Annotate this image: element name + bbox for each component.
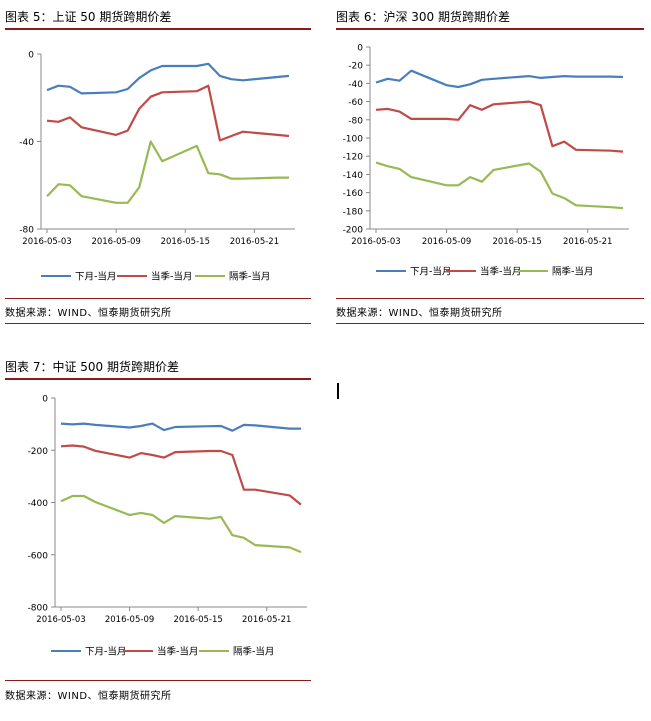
series-line-1 — [60, 422, 301, 432]
legend-label-2: 当季-当月 — [151, 271, 192, 283]
legend-label-2: 当季-当月 — [157, 646, 198, 658]
series-line-2 — [46, 84, 290, 142]
y-tick-label: -400 — [28, 499, 49, 509]
y-tick-label: -80 — [19, 226, 34, 236]
chart-title: 图表 6：沪深 300 期货跨期价差 — [336, 10, 510, 24]
series-line-2 — [60, 444, 302, 506]
y-tick-label: -800 — [28, 604, 49, 614]
legend-label-3: 隔季-当月 — [229, 271, 270, 283]
y-tick-label: -100 — [343, 135, 364, 145]
chart-panel-zz500: 图表 7：中证 500 期货跨期价差 0 -200 -400 -600 -800 2016… — [5, 358, 311, 714]
y-tick-label: -80 — [348, 116, 363, 126]
chart-title: 图表 5：上证 50 期货跨期价差 — [5, 10, 172, 24]
x-tick-label: 2016-05-09 — [105, 615, 154, 625]
x-tick-label: 2016-05-09 — [422, 237, 471, 247]
x-tick-label: 2016-05-21 — [230, 237, 279, 247]
legend-label-2: 当季-当月 — [480, 266, 521, 278]
x-tick-label: 2016-05-15 — [161, 237, 210, 247]
x-tick-label: 2016-05-09 — [91, 237, 140, 247]
x-tick-label: 2016-05-21 — [242, 615, 291, 625]
legend-label-1: 下月-当月 — [85, 646, 126, 658]
series-line-3 — [375, 161, 624, 210]
x-tick-label: 2016-05-15 — [492, 237, 541, 247]
x-tick-label: 2016-05-21 — [563, 237, 612, 247]
y-tick-label: -600 — [28, 551, 49, 561]
y-tick-label: -140 — [343, 171, 364, 181]
y-tick-label: 0 — [357, 44, 363, 54]
chart-svg-hs300: 0-20-40-60-80-100-120-140-160-180-200201… — [343, 44, 629, 278]
source-note: 数据来源：WIND、恒泰期货研究所 — [5, 691, 172, 702]
y-tick-label: -20 — [348, 62, 363, 72]
source-divider — [336, 298, 644, 299]
source-divider — [5, 298, 311, 299]
source-note: 数据来源：WIND、恒泰期货研究所 — [5, 308, 172, 319]
bottom-divider — [336, 323, 644, 324]
x-tick-label: 2016-05-03 — [36, 615, 85, 625]
y-tick-label: -200 — [343, 226, 364, 236]
text-cursor — [337, 383, 339, 399]
title-divider — [5, 28, 311, 30]
chart-title: 图表 7：中证 500 期货跨期价差 — [5, 360, 179, 374]
y-tick-label: -40 — [19, 138, 34, 148]
series-line-2 — [375, 100, 624, 153]
source-note: 数据来源：WIND、恒泰期货研究所 — [336, 308, 503, 319]
legend-label-3: 隔季-当月 — [552, 266, 593, 278]
x-tick-label: 2016-05-03 — [22, 237, 71, 247]
x-tick-label: 2016-05-15 — [173, 615, 222, 625]
y-tick-label: -40 — [348, 80, 363, 90]
y-tick-label: -180 — [343, 207, 364, 217]
title-divider — [336, 28, 644, 30]
y-tick-label: -160 — [343, 189, 364, 199]
legend-label-1: 下月-当月 — [410, 266, 451, 278]
source-divider — [5, 680, 311, 681]
y-tick-label: -120 — [343, 153, 364, 163]
series-line-3 — [46, 140, 289, 204]
y-tick-label: 0 — [28, 51, 34, 61]
series-line-1 — [46, 62, 290, 95]
legend-label-3: 隔季-当月 — [233, 646, 274, 658]
y-tick-label: -60 — [348, 98, 363, 108]
series-line-1 — [375, 69, 624, 89]
chart-panel-hs300: 图表 6：沪深 300 期货跨期价差 0 -20 -40 -60 -80 -100 -120… — [336, 8, 644, 326]
y-tick-label: 0 — [42, 395, 48, 405]
series-line-3 — [60, 494, 302, 554]
chart-panel-sz50: 图表 5：上证 50 期货跨期价差 0 -40 -80 2016-05-03 2016-… — [5, 8, 311, 326]
x-tick-label: 2016-05-03 — [351, 237, 400, 247]
bottom-divider — [5, 323, 311, 324]
title-divider — [5, 378, 311, 380]
y-tick-label: -200 — [28, 447, 49, 457]
legend-label-1: 下月-当月 — [75, 271, 116, 283]
